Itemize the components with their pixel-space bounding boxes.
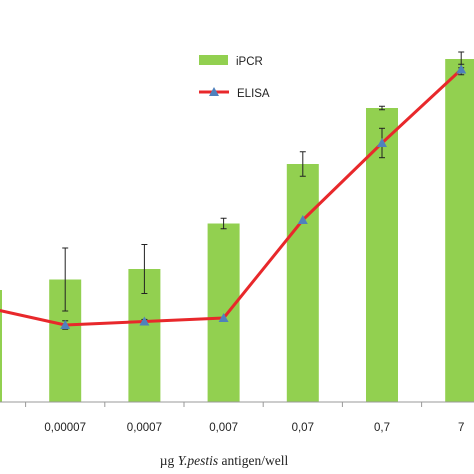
legend: iPCR ELISA: [199, 55, 270, 100]
bars-layer: [0, 59, 474, 402]
legend-label-elisa: ELISA: [237, 88, 270, 100]
legend-label-ipcr: iPCR: [236, 56, 263, 68]
elisa-marker: [297, 215, 308, 224]
legend-swatch-ipcr: [199, 55, 228, 65]
bar: [286, 164, 319, 402]
x-tick-label: 0,7: [374, 422, 390, 434]
x-tick-label: 0,00007: [44, 422, 86, 434]
x-tick-labels: 0,00007 0,0007 0,007 0,07 0,7 7: [44, 422, 464, 434]
x-axis: [0, 401, 474, 407]
x-tick-label: 0,07: [292, 422, 314, 434]
legend-swatch-elisa-marker: [209, 87, 219, 96]
elisa-marker: [139, 316, 150, 326]
x-axis-label-organism: Y.pestis: [178, 453, 218, 468]
x-tick-label: 0,0007: [127, 422, 162, 434]
x-tick-label: 7: [458, 422, 464, 434]
bar: [207, 223, 240, 402]
x-axis-label: µg Y.pestis antigen/well: [160, 453, 289, 468]
bar: [0, 290, 2, 402]
elisa-marker: [218, 313, 229, 322]
elisa-marker: [60, 320, 71, 329]
bar: [445, 59, 474, 402]
x-tick-label: 0,007: [209, 422, 238, 434]
elisa-marker: [456, 64, 467, 74]
x-axis-label-unit: µg: [160, 453, 178, 468]
x-axis-label-rest: antigen/well: [218, 453, 288, 468]
line-layer: [0, 63, 467, 330]
bar-errors-layer: [62, 51, 465, 312]
elisa-marker: [377, 138, 387, 147]
